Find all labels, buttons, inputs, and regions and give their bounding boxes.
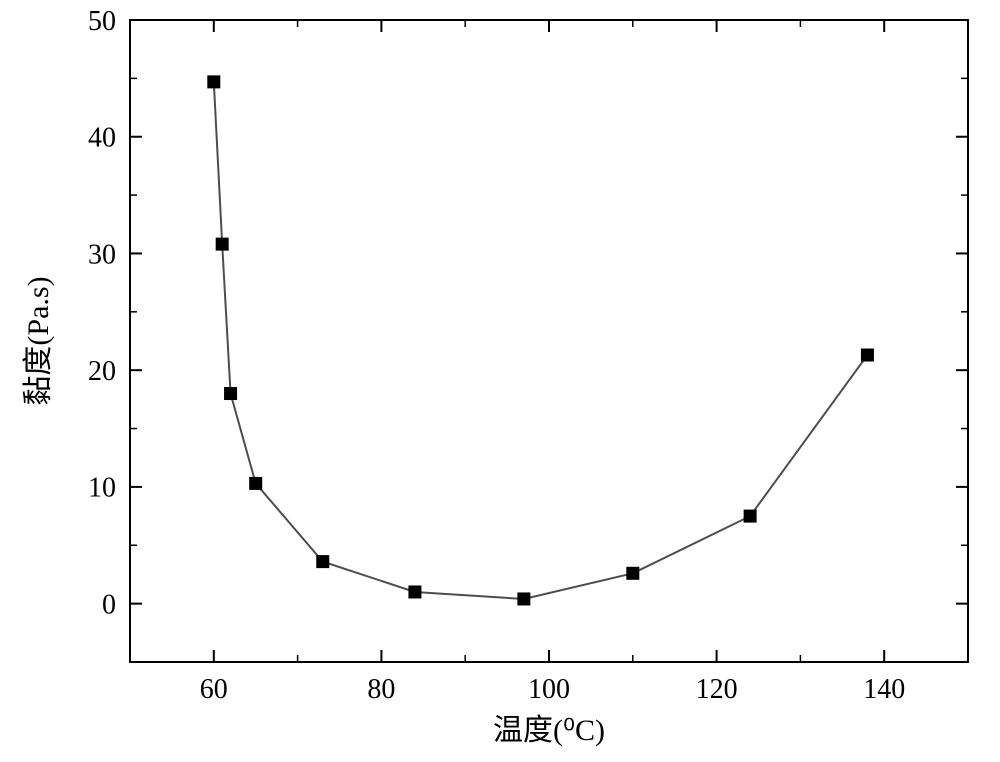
x-axis-title: 温度(⁰C) (493, 714, 605, 747)
data-marker (861, 349, 873, 361)
data-marker (317, 556, 329, 568)
data-marker (744, 510, 756, 522)
y-tick-label: 40 (88, 123, 116, 154)
data-marker (627, 567, 639, 579)
x-tick-label: 60 (200, 674, 228, 705)
y-tick-label: 50 (88, 6, 116, 37)
x-tick-label: 120 (696, 674, 738, 705)
y-tick-label: 0 (102, 589, 116, 620)
x-tick-label: 140 (863, 674, 905, 705)
x-tick-label: 100 (528, 674, 570, 705)
data-marker (409, 586, 421, 598)
data-marker (208, 76, 220, 88)
data-marker (216, 238, 228, 250)
y-tick-label: 10 (88, 473, 116, 504)
viscosity-temperature-chart: 60 80 100 120 140 0 10 20 30 40 50 温度(⁰C) 黏度(Pa.s… (0, 0, 1000, 762)
x-tick-label: 80 (367, 674, 395, 705)
y-tick-label: 20 (88, 356, 116, 387)
chart-svg: 60 80 100 120 140 0 10 20 30 40 50 温度(⁰C) 黏度(Pa.s… (0, 0, 1000, 762)
data-marker (518, 593, 530, 605)
y-tick-label: 30 (88, 239, 116, 270)
chart-background (0, 0, 1000, 762)
data-marker (225, 388, 237, 400)
data-marker (250, 477, 262, 489)
y-axis-title: 黏度(Pa.s) (22, 276, 55, 405)
